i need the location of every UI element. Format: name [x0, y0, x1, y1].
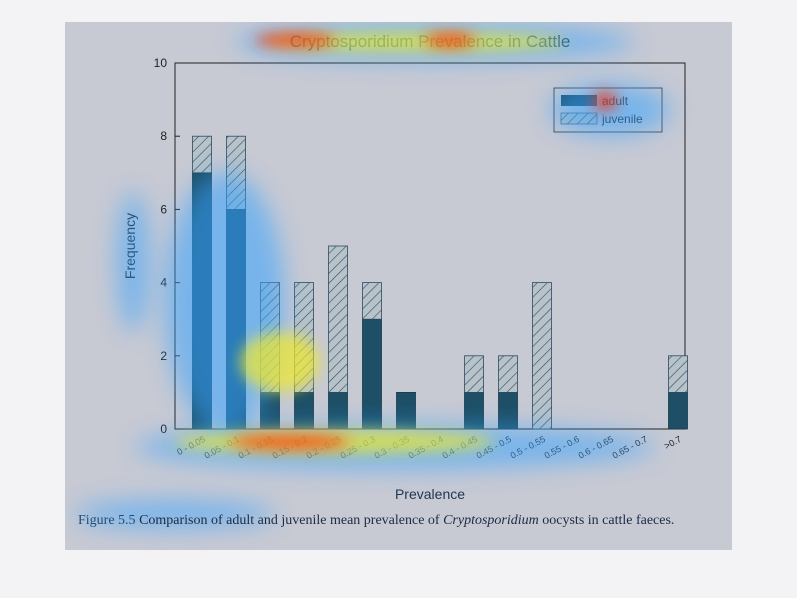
bar-juvenile: [260, 282, 280, 393]
x-tick-label: 0.6 - 0.65: [577, 434, 615, 461]
x-tick-label: 0.3 - 0.35: [373, 434, 411, 461]
bar-adult: [260, 391, 280, 430]
legend-swatch-juvenile: [560, 112, 598, 125]
caption-text-before: Comparison of adult and juvenile mean pr…: [139, 513, 440, 528]
y-tick-label: 4: [160, 276, 167, 290]
x-tick-label: 0.65 - 0.7: [611, 434, 649, 461]
bar-series: [192, 135, 688, 430]
y-tick-label: 10: [154, 56, 168, 70]
bar-juvenile: [498, 355, 518, 393]
x-axis: 0 - 0.050.05 - 0.10.1 - 0.150.15 - 0.20.…: [175, 434, 683, 461]
bar-juvenile: [226, 135, 246, 210]
y-tick-label: 0: [160, 422, 167, 436]
x-tick-label: 0.25 - 0.3: [339, 434, 377, 461]
bar-juvenile: [294, 282, 314, 393]
y-tick-label: 6: [160, 202, 167, 216]
x-axis-label: Prevalence: [395, 486, 465, 502]
x-tick-label: 0.2 - 0.25: [305, 434, 343, 461]
y-axis: 0 2 4 6 8 10: [154, 56, 180, 436]
x-tick-label: 0 - 0.05: [175, 434, 207, 457]
bar-adult: [226, 208, 246, 430]
legend: adult juvenile: [553, 87, 663, 133]
bar-juvenile: [532, 282, 552, 430]
x-tick-label: 0.35 - 0.4: [407, 434, 445, 461]
legend-swatch-adult: [561, 95, 597, 106]
bar-adult: [668, 391, 688, 430]
x-tick-label: 0.15 - 0.2: [271, 434, 309, 461]
x-tick-label: >0.7: [663, 434, 683, 451]
bar-adult: [192, 172, 212, 430]
bar-adult: [328, 391, 348, 430]
chart-title: Cryptosporidium Prevalence in Cattle: [290, 32, 571, 51]
bar-juvenile: [192, 135, 212, 174]
figure: Cryptosporidium Prevalence in Cattle 0 2 4…: [65, 22, 732, 550]
legend-label-adult: adult: [602, 94, 629, 108]
bar-juvenile: [668, 355, 688, 393]
bar-adult: [294, 391, 314, 430]
x-tick-label: 0.45 - 0.5: [475, 434, 513, 461]
prevalence-chart: Cryptosporidium Prevalence in Cattle 0 2 4…: [122, 32, 688, 502]
x-tick-label: 0.5 - 0.55: [509, 434, 547, 461]
y-axis-label: Frequency: [122, 213, 138, 279]
bar-juvenile: [328, 245, 348, 393]
x-tick-label: 0.05 - 0.1: [203, 434, 241, 461]
bar-juvenile: [362, 282, 382, 320]
legend-label-juvenile: juvenile: [601, 112, 643, 126]
x-tick-label: 0.1 - 0.15: [237, 434, 275, 461]
bar-adult: [362, 318, 382, 430]
bar-adult: [396, 391, 416, 430]
y-tick-label: 8: [160, 129, 167, 143]
caption-text-after: oocysts in cattle faeces.: [542, 513, 675, 528]
y-tick-label: 2: [160, 349, 167, 363]
bar-adult: [464, 391, 484, 430]
caption-italic-term: Cryptosporidium: [443, 513, 539, 528]
bar-juvenile: [464, 355, 484, 393]
x-tick-label: 0.4 - 0.45: [441, 434, 479, 461]
figure-caption: Figure 5.5 Comparison of adult and juven…: [78, 513, 728, 529]
bar-adult: [498, 391, 518, 430]
caption-figure-label: Figure 5.5: [78, 513, 136, 528]
x-tick-label: 0.55 - 0.6: [543, 434, 581, 461]
